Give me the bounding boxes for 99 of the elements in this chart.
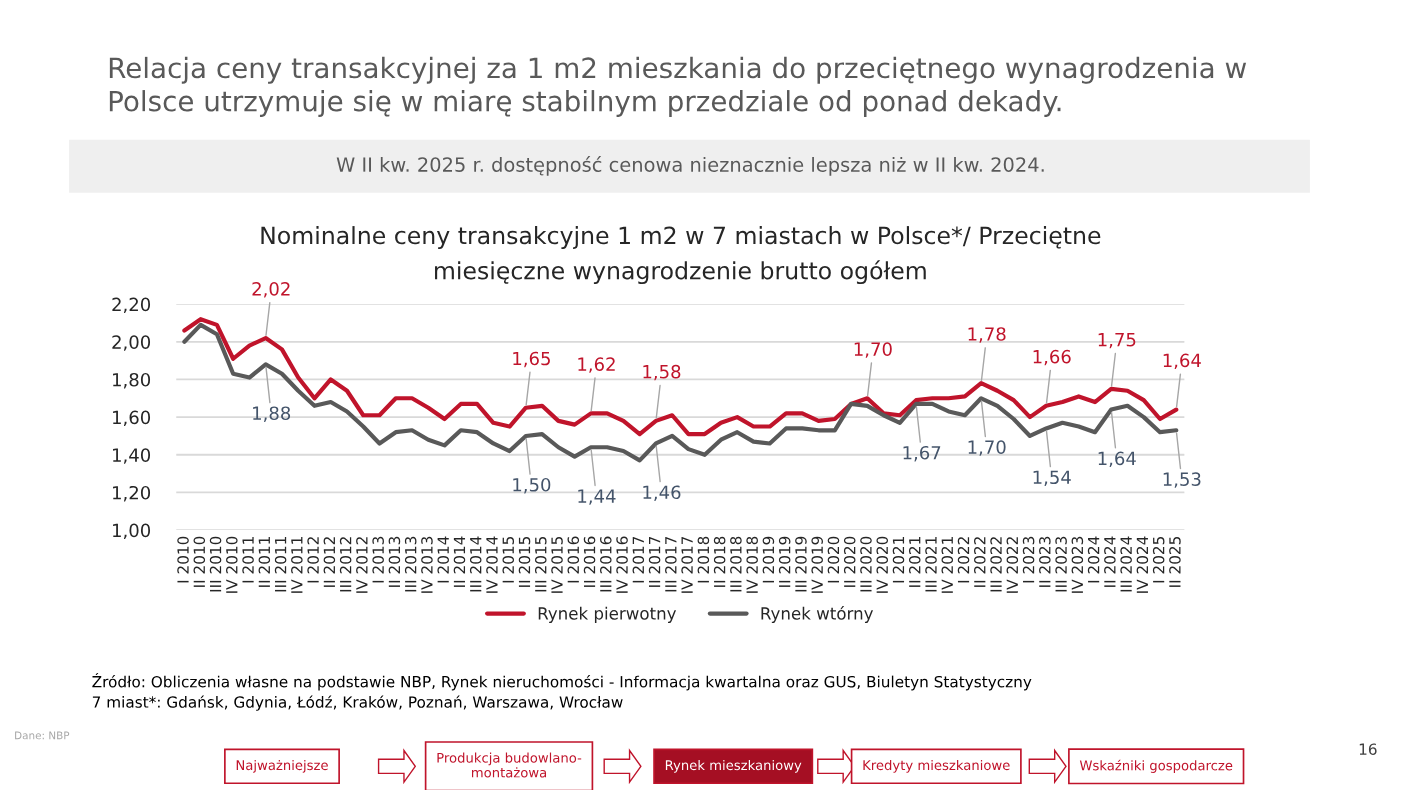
x-tick-label: IV 2022 [1006, 537, 1019, 593]
x-tick-label: II 2012 [323, 537, 336, 587]
x-tick-label: III 2016 [600, 536, 612, 592]
x-tick-label: II 2019 [778, 536, 791, 587]
y-tick-label: 1,20 [113, 485, 151, 502]
legend-label: Rynek pierwotny [538, 606, 677, 623]
legend-label: Rynek wtórny [761, 606, 874, 623]
x-tick-label: I 2016 [567, 536, 580, 583]
x-tick-label: I 2012 [307, 537, 319, 583]
x-tick-label: IV 2012 [356, 537, 368, 593]
x-tick-label: IV 2019 [811, 536, 823, 593]
x-tick-label: III 2015 [534, 536, 547, 592]
x-tick-label: I 2017 [632, 536, 645, 583]
x-tick-label: I 2025 [1152, 536, 1165, 583]
text: Produkcja budowlano- montażowa [437, 752, 582, 778]
x-tick-label: IV 2021 [941, 537, 954, 593]
x-tick-label: IV 2018 [746, 536, 758, 593]
x-tick-label: I 2013 [372, 536, 384, 583]
x-tick-label: IV 2023 [1071, 536, 1084, 593]
x-tick-label: I 2021 [892, 537, 905, 583]
x-tick-label: I 2023 [1022, 536, 1035, 583]
x-tick-label: II 2023 [1039, 536, 1051, 587]
x-tick-label: I 2018 [697, 536, 710, 583]
x-tick-label: III 2012 [339, 537, 352, 592]
annotation: 1,54 [1033, 470, 1071, 486]
x-tick-label: II 2017 [648, 536, 661, 587]
x-tick-label: II 2011 [258, 537, 271, 587]
x-tick-label: IV 2017 [681, 536, 693, 593]
text: Wskaźniki gospodarcze [1079, 759, 1233, 773]
x-tick-label: II 2013 [388, 536, 401, 587]
y-tick-label: 1,60 [113, 410, 151, 427]
annotation: 1,46 [643, 485, 681, 501]
x-tick-label: II 2016 [583, 536, 596, 587]
y-tick-label: 1,40 [113, 448, 151, 464]
annotation: 1,58 [643, 364, 681, 381]
x-tick-label: II 2024 [1104, 536, 1116, 587]
x-tick-label: IV 2010 [226, 536, 238, 593]
x-tick-label: IV 2011 [291, 537, 303, 593]
annotation: 1,75 [1098, 333, 1136, 349]
x-tick-label: II 2015 [518, 536, 531, 587]
annotation: 1,64 [1163, 353, 1201, 370]
annotation: 1,70 [854, 342, 892, 358]
x-tick-label: I 2010 [177, 536, 189, 583]
x-tick-label: III 2023 [1055, 536, 1067, 592]
text: Relacja ceny transakcyjnej za 1 m2 mieszkania do przeciętnego wynagrodzenia w Polsce utrzymuje się w miarę stabilnym przedziale od ponad dekady. [109, 56, 1247, 117]
x-tick-label: II 2018 [713, 536, 726, 587]
x-tick-label: II 2010 [193, 536, 206, 587]
x-tick-label: III 2024 [1120, 536, 1132, 592]
x-tick-label: I 2024 [1087, 536, 1100, 583]
x-tick-label: II 2020 [843, 536, 856, 587]
x-tick-label: III 2014 [469, 536, 482, 592]
annotation: 1,65 [513, 351, 550, 368]
x-tick-label: II 2022 [974, 537, 986, 587]
x-tick-label: IV 2020 [876, 536, 889, 593]
y-tick-label: 2,00 [112, 335, 151, 351]
x-tick-label: IV 2015 [551, 536, 563, 593]
text: 16 [1359, 743, 1377, 755]
x-tick-label: I 2020 [827, 536, 840, 583]
x-tick-label: II 2025 [1169, 536, 1181, 587]
x-tick-label: III 2010 [209, 536, 222, 592]
annotation: 1,62 [578, 357, 615, 373]
annotation: 1,78 [968, 327, 1006, 343]
x-tick-label: III 2017 [665, 536, 677, 592]
annotation: 1,64 [1098, 451, 1136, 468]
text: 7 miast*: Gdańsk, Gdynia, Łódź, Kraków, Poznań, Warszawa, Wrocław [92, 695, 623, 711]
text: Źródło: Obliczenia własne na podstawie NBP, Rynek nieruchomości - Informacja kwartalna oraz GUS, Biuletyn Statystyczny [92, 673, 1032, 691]
x-tick-label: IV 2014 [486, 536, 498, 593]
annotation: 1,50 [513, 477, 551, 494]
x-tick-label: II 2014 [453, 536, 466, 587]
text: Rynek mieszkaniowy [665, 759, 802, 773]
x-tick-label: I 2011 [242, 537, 254, 583]
x-tick-label: III 2020 [860, 536, 872, 592]
annotation: 1,88 [253, 406, 291, 422]
text: Dane: NBP [15, 731, 70, 740]
annotation: 1,67 [903, 445, 941, 462]
y-tick-label: 1,00 [113, 523, 151, 540]
annotation: 1,70 [968, 440, 1006, 456]
text: Najważniejsze [236, 759, 328, 773]
x-tick-label: I 2015 [502, 536, 515, 583]
x-tick-label: I 2022 [957, 537, 970, 583]
x-tick-label: III 2018 [730, 536, 742, 592]
x-tick-label: IV 2016 [616, 536, 628, 593]
x-tick-label: I 2014 [437, 536, 449, 583]
x-tick-label: I 2019 [762, 536, 775, 583]
x-tick-label: IV 2013 [421, 536, 433, 593]
y-tick-label: 2,20 [112, 297, 151, 314]
x-tick-label: III 2019 [795, 536, 807, 592]
x-tick-label: III 2021 [925, 537, 937, 592]
x-tick-label: III 2022 [990, 537, 1002, 592]
x-tick-label: II 2021 [908, 537, 921, 587]
annotation: 1,44 [578, 489, 616, 505]
x-tick-label: III 2013 [404, 536, 417, 592]
annotation: 1,53 [1163, 472, 1201, 488]
text: Kredyty mieszkaniowe [863, 759, 1010, 773]
annotation: 1,66 [1033, 349, 1071, 366]
x-tick-label: III 2011 [274, 537, 287, 592]
y-tick-label: 1,80 [113, 372, 151, 389]
text: W II kw. 2025 r. dostępność cenowa nieznacznie lepsza niż w II kw. 2024. [336, 156, 1044, 176]
x-tick-label: IV 2024 [1136, 536, 1149, 593]
